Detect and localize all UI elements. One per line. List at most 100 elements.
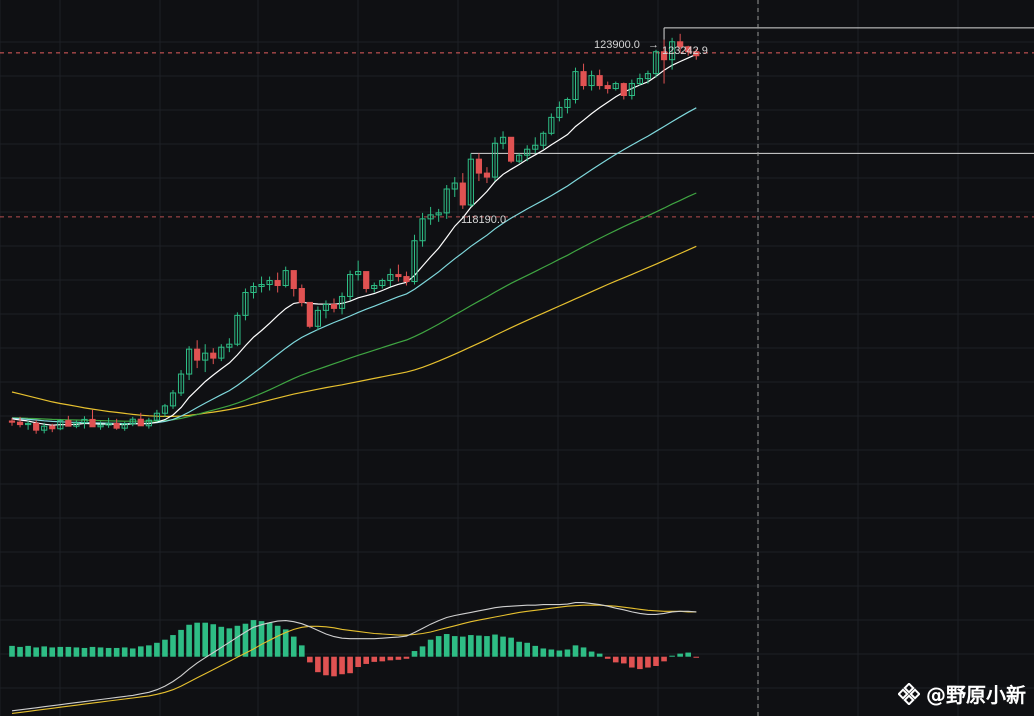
macd-histogram-bar [105, 647, 112, 657]
candle-up [169, 392, 177, 407]
candle-up [387, 274, 394, 282]
macd-histogram-bar [387, 656, 394, 661]
macd-histogram-bar [492, 634, 498, 657]
candle-down [306, 301, 313, 327]
macd-histogram-bar [194, 622, 200, 657]
candle-up [419, 218, 426, 242]
candle-down [8, 420, 16, 423]
candle-up [338, 295, 346, 309]
macd-histogram-bar [250, 620, 257, 657]
macd-histogram-bar [113, 647, 120, 657]
macd-histogram-bar [677, 653, 683, 657]
macd-histogram-bar [315, 656, 321, 673]
watermark: @野原小新 [898, 679, 1026, 708]
macd-histogram-bar [540, 648, 547, 657]
macd-histogram-bar [129, 648, 136, 657]
high-price-label: 123900.0 [594, 39, 640, 51]
macd-histogram-bar [299, 645, 305, 657]
macd-histogram-bar [427, 639, 434, 657]
macd-histogram-bar [548, 649, 555, 657]
macd-histogram-bar [210, 624, 217, 657]
candle-down [137, 418, 144, 427]
candle-down [65, 420, 72, 427]
macd-histogram-bar [146, 645, 152, 657]
candle-up [564, 98, 571, 108]
candle-up [186, 348, 193, 375]
candle-up [161, 405, 169, 414]
macd-histogram-bar [637, 656, 643, 670]
macd-histogram-bar [524, 642, 530, 657]
candle-up [242, 291, 249, 316]
macd-histogram-bar [685, 652, 691, 657]
macd-histogram-bar [435, 636, 442, 657]
macd-histogram-bar [403, 656, 410, 659]
candle-up [258, 284, 265, 288]
candle-up [250, 286, 257, 293]
macd-histogram-bar [395, 656, 402, 660]
candle-down [403, 276, 410, 283]
candle-up [73, 422, 80, 427]
macd-histogram-bar [331, 656, 337, 677]
macd-histogram-bar [49, 647, 56, 657]
macd-histogram-bar [580, 647, 587, 657]
macd-histogram-bar [476, 635, 482, 657]
candle-up [540, 132, 547, 146]
macd-histogram-bar [419, 646, 426, 657]
macd-histogram-bar [629, 656, 635, 668]
candle-up [572, 71, 579, 100]
candle-down [298, 287, 305, 303]
macd-histogram-bar [564, 649, 571, 657]
high-arrow-icon: → [648, 39, 659, 51]
candle-up [57, 420, 64, 430]
candle-up [153, 412, 161, 421]
candle-up [411, 240, 418, 283]
candle-up [548, 116, 555, 134]
macd-histogram-bar [693, 656, 700, 658]
macd-histogram-bar [460, 636, 466, 657]
macd-histogram-bar [661, 656, 667, 662]
candle-up [669, 41, 676, 61]
macd-histogram-bar [242, 623, 249, 657]
macd-histogram-bar [596, 653, 603, 657]
candlestick-series[interactable] [8, 33, 700, 434]
macd-histogram-bar [363, 656, 369, 664]
ma-mid-line [11, 107, 697, 425]
candle-up [588, 75, 595, 87]
candle-up [314, 309, 321, 327]
candle-down [395, 274, 402, 278]
candle-up [145, 419, 152, 427]
macd-histogram-bar [65, 646, 72, 657]
macd-histogram-bar [73, 647, 80, 657]
macd-histogram-bar [307, 656, 313, 663]
diamond-logo-icon [898, 682, 920, 705]
candle-up [218, 346, 225, 359]
candle-up [516, 154, 523, 162]
candle-up [371, 285, 378, 289]
macd-histogram-bar [379, 656, 386, 662]
macd-histogram-bar [218, 626, 225, 657]
candle-up [226, 343, 233, 348]
candle-up [652, 51, 660, 75]
candle-down [89, 418, 96, 428]
macd-histogram-bar [500, 636, 506, 657]
candle-up [177, 373, 185, 394]
macd-histogram-bar [81, 647, 88, 657]
macd-histogram-bar [371, 656, 378, 662]
macd-histogram-bar [170, 635, 176, 657]
candle-down [604, 85, 611, 90]
candle-up [491, 142, 499, 178]
candle-up [379, 280, 386, 287]
macd-histogram-bar [347, 656, 353, 674]
macd-histogram-bar [508, 637, 514, 657]
candle-up [97, 424, 104, 428]
candle-down [33, 422, 40, 431]
last-price-label: 123242.9 [662, 45, 708, 57]
macd-pane[interactable] [9, 602, 700, 714]
candle-down [459, 182, 466, 206]
candle-up [435, 212, 442, 216]
macd-histogram-bar [484, 636, 490, 657]
